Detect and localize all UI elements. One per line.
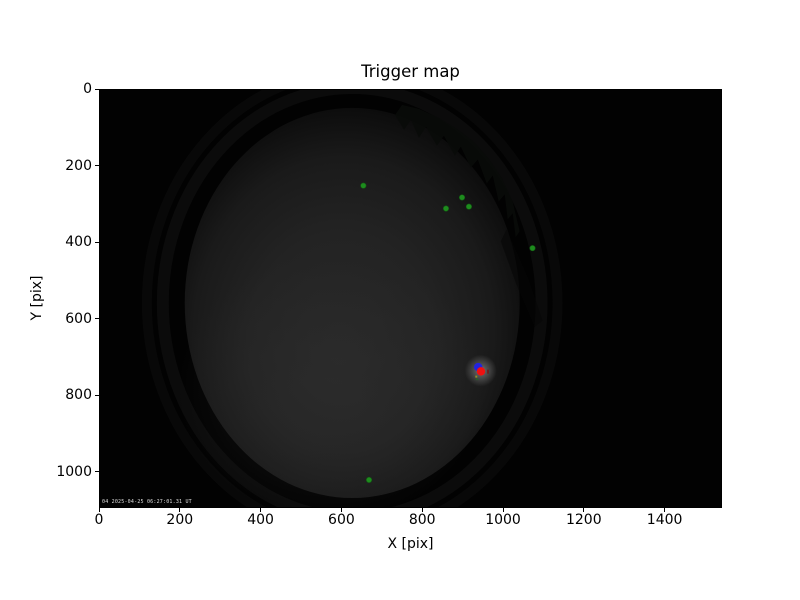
x-tick-label: 1400 — [646, 512, 683, 528]
y-tick-label: 1000 — [56, 463, 92, 480]
x-tick-label: 200 — [166, 512, 194, 528]
camera-image — [100, 90, 721, 507]
x-axis-label: X [pix] — [387, 536, 434, 552]
y-tick-mark — [95, 88, 99, 90]
trigger-pixel-dots — [465, 203, 472, 210]
trigger-pixel-dots — [529, 245, 536, 252]
x-tick-mark — [421, 508, 423, 512]
trigger-pixel-dots — [458, 194, 466, 201]
led-noise-yellow-speck — [475, 375, 478, 378]
trigger-pixel-dots — [365, 476, 373, 483]
y-tick-label: 200 — [65, 157, 92, 174]
scatter-points — [360, 182, 536, 483]
x-tick-mark — [583, 508, 585, 512]
x-tick-label: 400 — [247, 512, 274, 528]
x-tick-mark — [340, 508, 342, 512]
y-tick-label: 0 — [83, 81, 92, 97]
x-tick-mark — [179, 508, 181, 512]
x-tick-label: 0 — [94, 512, 104, 528]
y-tick-mark — [95, 241, 99, 243]
x-tick-label: 1000 — [485, 512, 521, 528]
lens-inner-ring — [156, 90, 548, 507]
x-tick-mark — [664, 508, 666, 512]
led-marker-red — [476, 367, 486, 376]
rim-shadow-streak — [500, 229, 543, 327]
y-tick-label: 600 — [65, 310, 92, 327]
y-tick-mark — [95, 165, 99, 167]
plot-title: Trigger map — [361, 62, 460, 81]
y-tick-mark — [95, 394, 99, 396]
vignette-bright-pool — [176, 254, 486, 507]
x-tick-label: 600 — [328, 512, 355, 528]
y-tick-label: 800 — [65, 387, 92, 404]
trigger-pixel-dots — [442, 205, 450, 212]
y-tick-mark — [95, 318, 99, 320]
x-tick-mark — [98, 508, 100, 512]
trigger-pixel-dots — [360, 182, 367, 189]
x-tick-mark — [502, 508, 504, 512]
led-noise-red-speck — [487, 369, 489, 374]
x-tick-label: 800 — [408, 512, 436, 528]
y-tick-mark — [95, 471, 99, 473]
x-tick-label: 1200 — [565, 512, 602, 528]
led-noise-green-speck — [475, 378, 479, 381]
timestamp-overlay: 04 2025-04-25 06:27:01.31 UT — [102, 499, 192, 505]
x-tick-mark — [260, 508, 262, 512]
plot-area: 04 2025-04-25 06:27:01.31 UT — [99, 89, 722, 508]
y-tick-label: 400 — [65, 234, 92, 251]
rim-silhouette-jagged — [395, 104, 520, 238]
lens-outer-ring — [141, 90, 563, 507]
